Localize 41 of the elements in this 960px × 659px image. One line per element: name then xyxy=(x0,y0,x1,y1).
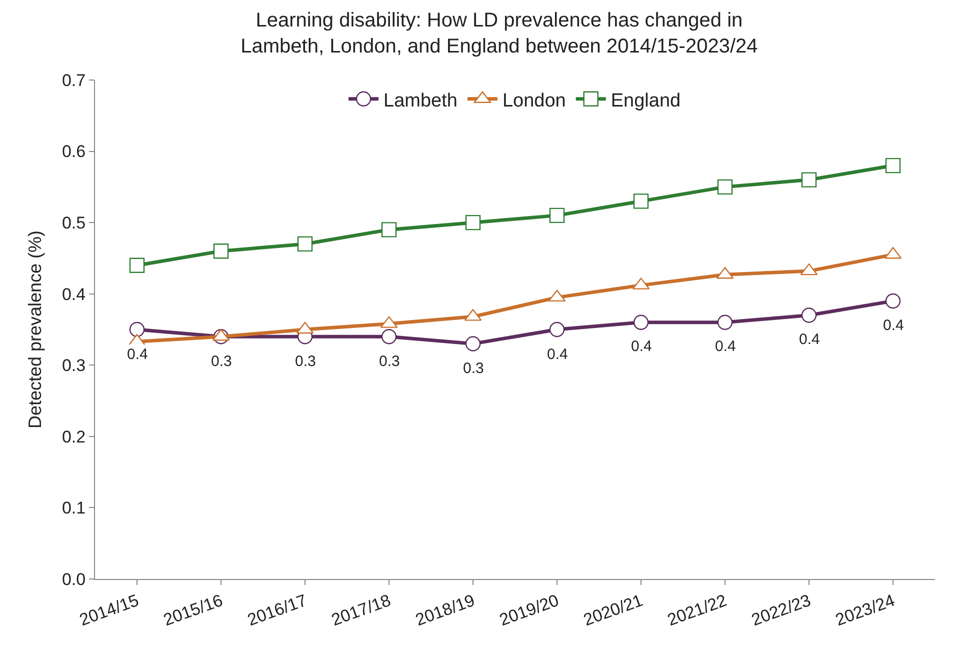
data-label: 0.4 xyxy=(547,346,568,363)
y-tick-label: 0.6 xyxy=(62,142,86,162)
data-label: 0.3 xyxy=(379,353,400,370)
point xyxy=(465,336,481,352)
data-label: 0.4 xyxy=(883,317,904,334)
point xyxy=(381,329,397,344)
data-label: 0.4 xyxy=(715,338,736,355)
point xyxy=(633,194,649,209)
legend-label: England xyxy=(610,90,681,112)
y-tick-label: 0.2 xyxy=(62,427,86,446)
point xyxy=(633,314,649,330)
y-tick-label: 0.4 xyxy=(62,284,86,304)
y-axis-title: Detected prevalence (%) xyxy=(25,230,46,429)
point xyxy=(885,158,901,174)
y-tick-label: 0.1 xyxy=(62,498,86,518)
point xyxy=(297,236,313,252)
y-tick-label: 0.3 xyxy=(62,356,86,376)
y-tick-label: 0.5 xyxy=(62,214,86,233)
data-label: 0.4 xyxy=(127,346,148,363)
point xyxy=(549,208,565,224)
data-label: 0.4 xyxy=(799,331,820,348)
point xyxy=(801,172,817,188)
chart-title: Learning disability: How LD prevalence has changed in Lambeth, London, and England between 2014/15-2023/24 xyxy=(240,9,758,58)
point xyxy=(129,258,145,273)
point xyxy=(129,322,145,338)
point xyxy=(381,222,397,238)
point xyxy=(213,243,229,259)
point xyxy=(717,314,733,330)
data-label: 0.3 xyxy=(295,353,316,370)
point xyxy=(717,179,733,195)
legend-label: Lambeth xyxy=(384,90,458,112)
point xyxy=(549,322,565,338)
data-label: 0.4 xyxy=(631,338,652,355)
legend-label: London xyxy=(502,90,566,112)
y-tick-label: 0.0 xyxy=(62,570,86,589)
data-label: 0.3 xyxy=(463,360,484,377)
point xyxy=(885,293,901,309)
data-label: 0.3 xyxy=(211,353,232,370)
y-tick-label: 0.7 xyxy=(62,70,86,90)
point xyxy=(465,214,481,230)
point xyxy=(801,308,817,323)
